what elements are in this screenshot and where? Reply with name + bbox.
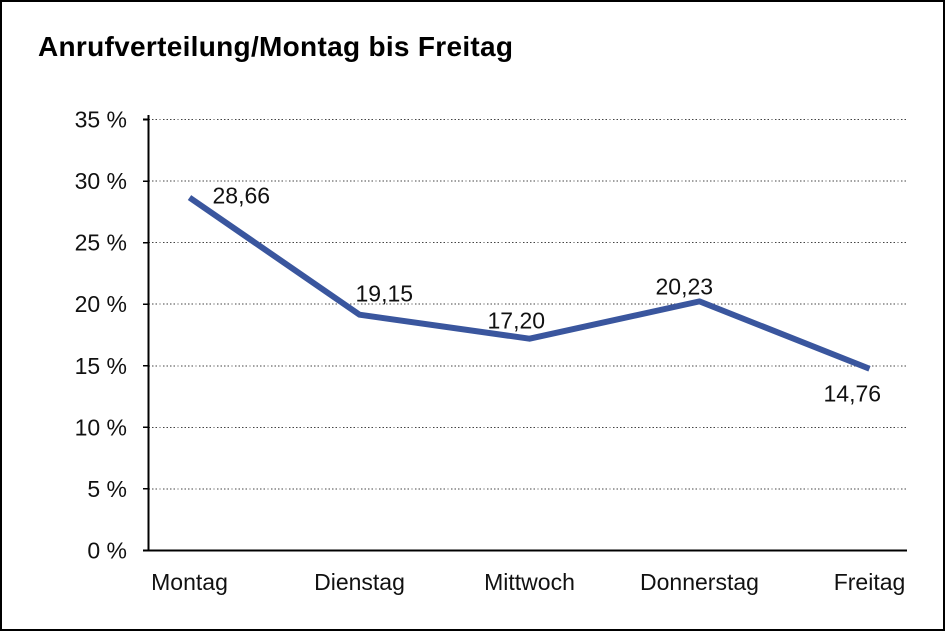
x-tick-label: Montag (151, 569, 228, 595)
x-tick-label: Freitag (834, 569, 906, 595)
data-label: 28,66 (213, 183, 271, 209)
data-label: 19,15 (356, 281, 414, 307)
y-tick-label: 5 % (87, 476, 127, 502)
y-tick-label: 35 % (75, 107, 127, 133)
y-tick-label: 25 % (75, 230, 127, 256)
y-tick-label: 30 % (75, 168, 127, 194)
y-tick-label: 20 % (75, 291, 127, 317)
series-line (187, 195, 871, 372)
chart-title: Anrufverteilung/Montag bis Freitag (38, 31, 514, 62)
x-tick-label: Dienstag (314, 569, 405, 595)
x-tick-label: Mittwoch (484, 569, 575, 595)
data-label: 20,23 (656, 273, 714, 299)
data-label: 17,20 (488, 308, 546, 334)
data-label: 14,76 (824, 381, 882, 407)
x-tick-label: Donnerstag (640, 569, 759, 595)
y-tick-label: 10 % (75, 414, 127, 440)
y-tick-label: 15 % (75, 353, 127, 379)
y-tick-label: 0 % (87, 538, 127, 564)
